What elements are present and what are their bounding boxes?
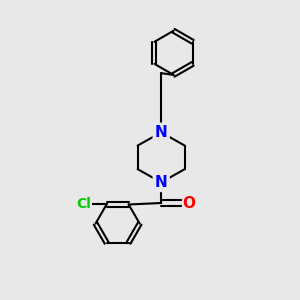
Text: N: N [155, 125, 168, 140]
Text: Cl: Cl [76, 197, 91, 212]
Text: O: O [183, 196, 196, 211]
Text: N: N [155, 175, 168, 190]
